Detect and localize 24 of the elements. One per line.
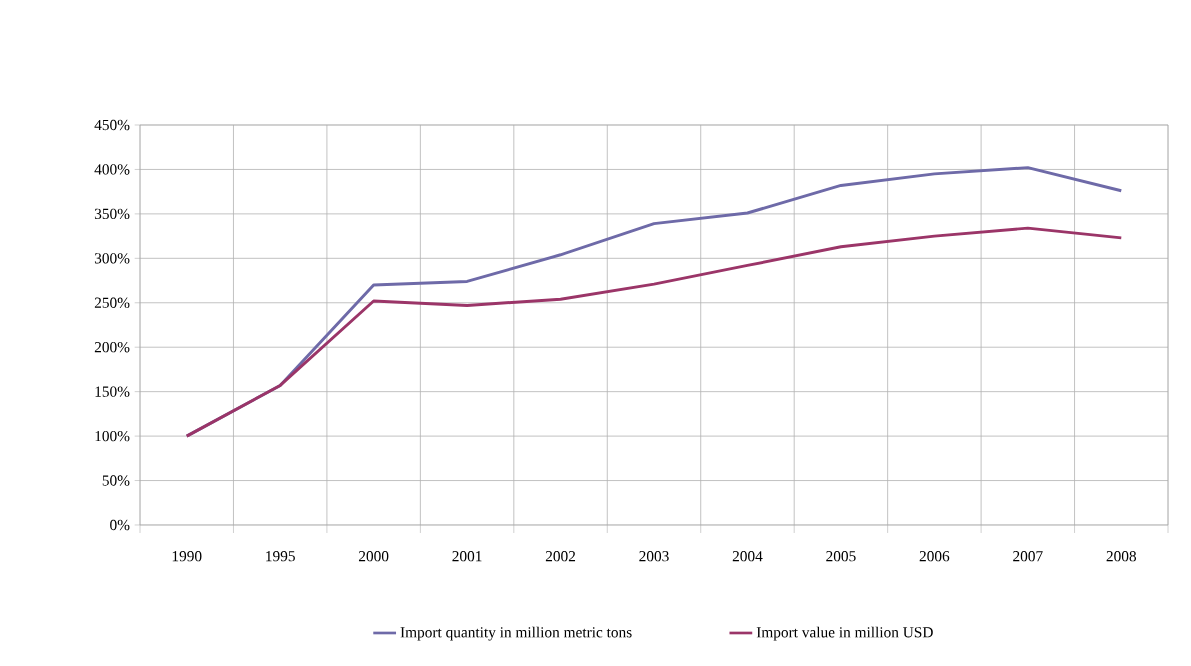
y-tick-label: 300% bbox=[94, 253, 130, 264]
x-tick-label: 2000 bbox=[358, 551, 389, 562]
x-tick-label: 1990 bbox=[172, 551, 202, 562]
x-tick-label: 2001 bbox=[452, 551, 482, 562]
line-series bbox=[185, 226, 1123, 438]
y-tick-label: 250% bbox=[94, 297, 130, 308]
y-tick-label: 450% bbox=[94, 119, 130, 131]
x-tick-label: 2002 bbox=[545, 551, 576, 562]
y-tick-label: 200% bbox=[94, 342, 130, 353]
y-tick-label: 100% bbox=[95, 430, 130, 442]
legend-label: Import value in million USD bbox=[756, 626, 933, 641]
y-tick-label: 400% bbox=[94, 164, 130, 175]
x-tick-label: 2004 bbox=[732, 551, 763, 562]
y-tick-label: 350% bbox=[94, 208, 130, 220]
x-tick-label: 2007 bbox=[1013, 551, 1043, 562]
x-tick-label: 2008 bbox=[1106, 551, 1137, 562]
x-tick-label: 1995 bbox=[266, 551, 295, 562]
y-tick-label: 50% bbox=[102, 475, 130, 486]
y-tick-label: 150% bbox=[95, 386, 130, 397]
x-tick-label: 2003 bbox=[639, 551, 669, 562]
y-tick-label: 0% bbox=[110, 519, 130, 531]
x-tick-label: 2005 bbox=[826, 551, 856, 562]
legend-label: Import quantity in million metric tons bbox=[400, 626, 632, 641]
x-tick-label: 2006 bbox=[919, 551, 950, 562]
